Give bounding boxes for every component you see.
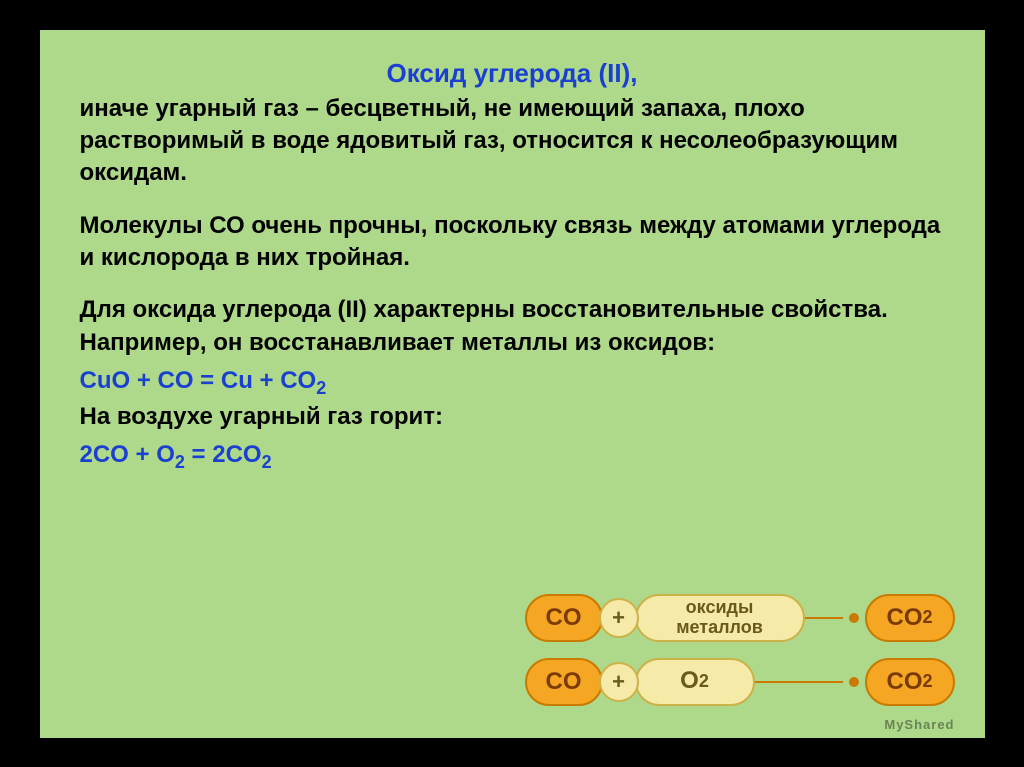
connector-line (755, 681, 843, 683)
pill-co: CO (525, 658, 603, 706)
reaction-diagram: CO + оксидыметаллов CO2 CO + O2 CO2 (525, 590, 955, 718)
pill-mid: оксидыметаллов (635, 594, 805, 642)
pill-o2: O2 (635, 658, 755, 706)
paragraph-3: Для оксида углерода (II) характерны восс… (80, 294, 945, 359)
slide-title: Оксид углерода (II), (80, 58, 945, 89)
pill-plus: + (599, 598, 639, 638)
paragraph-1: иначе угарный газ – бесцветный, не имеющ… (80, 93, 945, 190)
slide: Оксид углерода (II), иначе угарный газ –… (40, 30, 985, 738)
equation-2: 2CO + O2 = 2CO2 (80, 441, 945, 473)
paragraph-4: На воздухе угарный газ горит: (80, 401, 945, 433)
watermark: MySharеd (884, 717, 954, 732)
diagram-row: CO + O2 CO2 (525, 654, 955, 710)
paragraph-2: Молекулы СО очень прочны, поскольку связ… (80, 210, 945, 275)
pill-out: CO2 (865, 594, 955, 642)
connector-dot (849, 677, 859, 687)
equation-1: CuO + CO = Cu + CO2 (80, 367, 945, 399)
connector-dot (849, 613, 859, 623)
diagram-row: CO + оксидыметаллов CO2 (525, 590, 955, 646)
pill-plus: + (599, 662, 639, 702)
connector-line (805, 617, 843, 619)
pill-co: CO (525, 594, 603, 642)
pill-out: CO2 (865, 658, 955, 706)
